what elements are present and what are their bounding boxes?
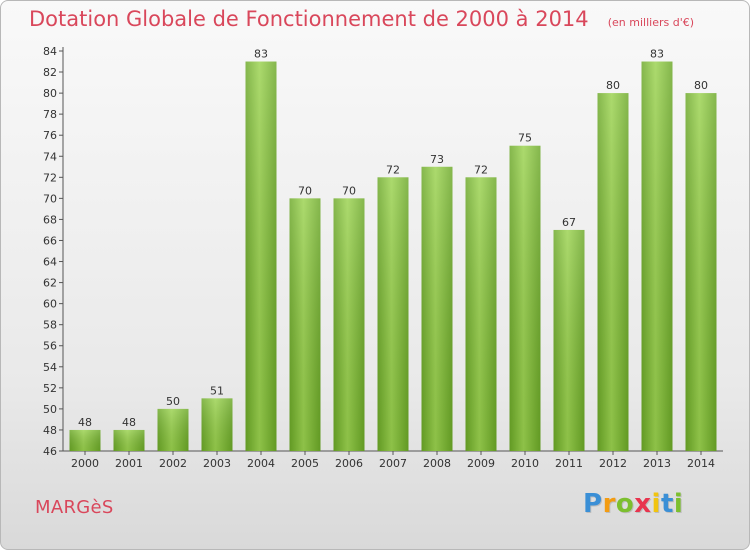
value-label-2010: 75 <box>518 132 532 145</box>
value-label-2004: 83 <box>254 48 268 61</box>
bar-shade-2010 <box>509 145 541 451</box>
y-tick-label: 80 <box>43 87 57 100</box>
chart-unit: (en milliers d'€) <box>607 16 695 29</box>
x-tick-label: 2008 <box>423 457 451 470</box>
bar-shade-2009 <box>465 177 497 451</box>
x-tick-label: 2004 <box>247 457 275 470</box>
value-label-2006: 70 <box>342 184 356 197</box>
x-tick-label: 2006 <box>335 457 363 470</box>
value-label-2014: 80 <box>694 79 708 92</box>
y-tick-label: 64 <box>43 256 57 269</box>
y-tick-label: 54 <box>43 361 57 374</box>
y-tick-label: 52 <box>43 382 57 395</box>
y-tick-label: 78 <box>43 108 57 121</box>
value-label-2005: 70 <box>298 184 312 197</box>
proxiti-logo: Proxiti <box>583 489 683 519</box>
value-label-2002: 50 <box>166 395 180 408</box>
logo-letter: o <box>615 489 635 519</box>
value-label-2013: 83 <box>650 48 664 61</box>
x-tick-label: 2014 <box>687 457 715 470</box>
chart-bars <box>69 61 717 452</box>
y-tick-label: 84 <box>43 45 57 58</box>
y-tick-label: 48 <box>43 424 57 437</box>
bar-shade-2007 <box>377 177 409 451</box>
bar-shade-2005 <box>289 198 321 451</box>
value-label-2008: 73 <box>430 153 444 166</box>
chart-value-labels: 48 48 50 51 83 70 70 72 73 72 75 67 80 83 80 <box>78 48 708 429</box>
x-tick-label: 2005 <box>291 457 319 470</box>
bar-shade-2013 <box>641 61 673 452</box>
chart-title: Dotation Globale de Fonctionnement de 20… <box>29 7 694 31</box>
bar-shade-2012 <box>597 93 629 452</box>
x-tick-label: 2013 <box>643 457 671 470</box>
x-tick-label: 2009 <box>467 457 495 470</box>
y-tick-label: 66 <box>43 234 57 247</box>
logo-letter: x <box>634 489 652 519</box>
x-tick-label: 2010 <box>511 457 539 470</box>
value-label-2007: 72 <box>386 163 400 176</box>
x-tick-label: 2003 <box>203 457 231 470</box>
logo-letter: t <box>660 489 674 519</box>
y-tick-label: 46 <box>43 445 57 458</box>
bar-shade-2004 <box>245 61 277 452</box>
x-tick-label: 2011 <box>555 457 583 470</box>
chart-title-text: Dotation Globale de Fonctionnement de 20… <box>29 7 589 31</box>
y-tick-label: 50 <box>43 403 57 416</box>
y-tick-label: 70 <box>43 192 57 205</box>
bar-shade-2002 <box>157 408 189 451</box>
x-tick-label: 2012 <box>599 457 627 470</box>
y-tick-label: 58 <box>43 319 57 332</box>
x-tick-label: 2007 <box>379 457 407 470</box>
y-tick-label: 68 <box>43 213 57 226</box>
y-tick-label: 82 <box>43 66 57 79</box>
y-tick-label: 56 <box>43 340 57 353</box>
value-label-2012: 80 <box>606 79 620 92</box>
chart-axes: 46 48 50 52 54 56 58 60 62 64 66 68 70 72 74 76 78 80 82 84… <box>43 45 723 470</box>
x-tick-label: 2000 <box>71 457 99 470</box>
value-label-2011: 67 <box>562 216 576 229</box>
logo-letter: i <box>673 489 684 519</box>
y-tick-label: 74 <box>43 150 57 163</box>
x-tick-label: 2002 <box>159 457 187 470</box>
commune-name: MARGèS <box>35 497 114 518</box>
y-tick-label: 72 <box>43 171 57 184</box>
logo-letter: i <box>651 489 661 519</box>
logo-letter: P <box>583 489 603 519</box>
value-label-2000: 48 <box>78 416 92 429</box>
bar-shade-2008 <box>421 166 453 451</box>
bar-shade-2014 <box>685 93 717 452</box>
logo-letter: r <box>602 489 616 519</box>
y-tick-label: 60 <box>43 298 57 311</box>
value-label-2003: 51 <box>210 384 224 397</box>
x-tick-label: 2001 <box>115 457 143 470</box>
bar-shade-2003 <box>201 398 233 451</box>
value-label-2009: 72 <box>474 163 488 176</box>
bar-shade-2001 <box>113 429 145 451</box>
y-tick-label: 62 <box>43 277 57 290</box>
bar-shade-2011 <box>553 229 585 451</box>
value-label-2001: 48 <box>122 416 136 429</box>
bar-shade-2006 <box>333 198 365 451</box>
bar-shade-2000 <box>69 429 101 451</box>
y-tick-label: 76 <box>43 129 57 142</box>
